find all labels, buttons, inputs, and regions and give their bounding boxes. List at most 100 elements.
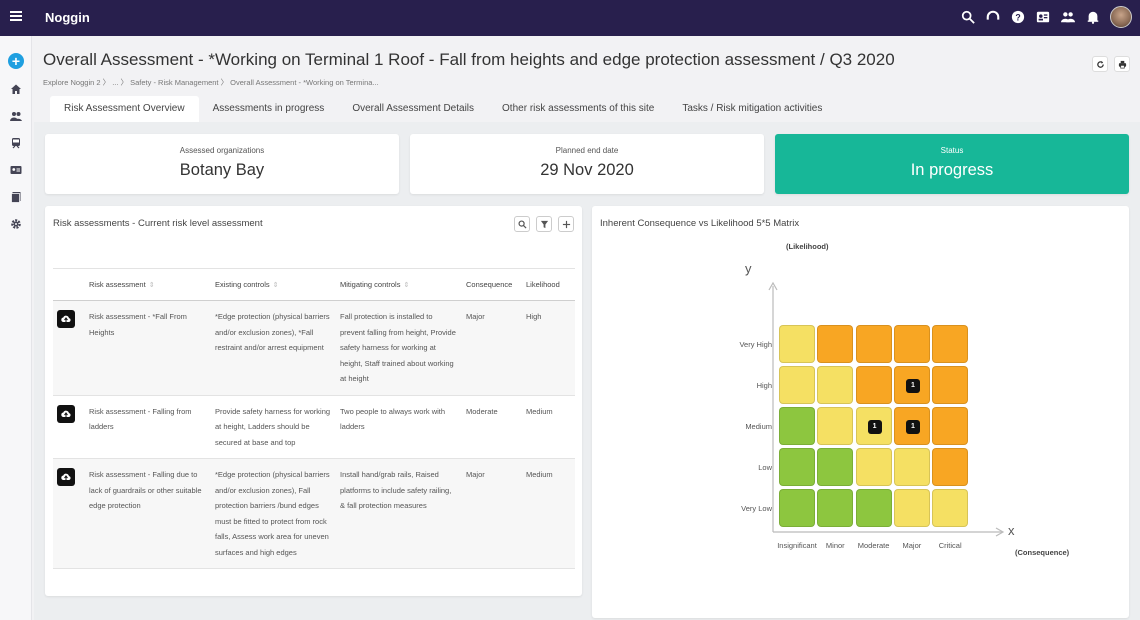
- table-row[interactable]: Risk assessment - Falling from ladders P…: [53, 395, 575, 459]
- matrix-cell[interactable]: [817, 366, 854, 404]
- tab-other-risk-assessments[interactable]: Other risk assessments of this site: [502, 103, 655, 114]
- matrix-cell[interactable]: [855, 489, 892, 527]
- risk-assessments-panel: Risk assessments - Current risk level as…: [45, 206, 582, 596]
- sort-icon[interactable]: ⇕: [403, 282, 410, 289]
- status-label: Status: [940, 146, 964, 155]
- headset-icon[interactable]: [985, 9, 1001, 25]
- organizations-value: Botany Bay: [179, 161, 265, 179]
- sort-icon[interactable]: ⇕: [148, 282, 155, 289]
- book-icon[interactable]: [9, 190, 23, 204]
- matrix-cell[interactable]: [817, 489, 854, 527]
- matrix-cell[interactable]: [817, 325, 854, 363]
- existing-controls-cell: *Edge protection (physical barriers and/…: [211, 300, 336, 396]
- column-label: Mitigating controls: [340, 280, 401, 289]
- consequence-cell: Moderate: [462, 395, 522, 459]
- risk-table-header: Risk assessment ⇕ Existing controls ⇕ Miti…: [53, 268, 575, 301]
- column-header-mitigating-controls[interactable]: Mitigating controls ⇕: [336, 268, 462, 301]
- matrix-cell[interactable]: [893, 448, 930, 486]
- left-rail: +: [0, 36, 32, 620]
- matrix-cell[interactable]: [855, 366, 892, 404]
- matrix-cell[interactable]: [893, 325, 930, 363]
- tab-bar: Risk Assessment Overview Assessments in …: [50, 96, 836, 122]
- svg-text:?: ?: [1015, 13, 1020, 23]
- matrix-cell[interactable]: [779, 366, 815, 404]
- app-brand[interactable]: Noggin: [45, 10, 90, 25]
- add-icon[interactable]: +: [8, 53, 24, 69]
- matrix-cell[interactable]: [932, 448, 969, 486]
- add-button[interactable]: [558, 216, 574, 232]
- search-icon: [517, 219, 527, 229]
- x-axis-name: (Consequence): [1015, 548, 1070, 557]
- matrix-cell[interactable]: 1: [893, 407, 930, 445]
- id-card-icon[interactable]: [1035, 9, 1051, 25]
- matrix-cell[interactable]: [779, 325, 815, 363]
- refresh-button[interactable]: [1092, 56, 1108, 72]
- risk-count-badge[interactable]: 1: [905, 420, 920, 434]
- row-icon-cell: [53, 395, 85, 459]
- consequence-label: Major: [902, 541, 922, 550]
- matrix-cell[interactable]: [855, 325, 892, 363]
- tab-overall-assessment-details[interactable]: Overall Assessment Details: [352, 103, 475, 114]
- breadcrumb[interactable]: Explore Noggin 2 〉 ... 〉 Safety - Risk M…: [43, 78, 379, 87]
- consequence-label: Minor: [825, 541, 845, 550]
- column-label: Risk assessment: [89, 280, 146, 289]
- sort-icon[interactable]: ⇕: [272, 282, 279, 289]
- existing-controls-cell: *Edge protection (physical barriers and/…: [211, 458, 336, 569]
- matrix-cell[interactable]: 1: [893, 366, 930, 404]
- matrix-cell[interactable]: [779, 407, 815, 445]
- id-card-icon[interactable]: [9, 163, 23, 177]
- column-header-likelihood[interactable]: Likelihood: [522, 268, 575, 301]
- table-row[interactable]: Risk assessment - Falling due to lack of…: [53, 458, 575, 569]
- bell-icon[interactable]: [1085, 9, 1101, 25]
- avatar[interactable]: [1110, 6, 1132, 28]
- train-icon[interactable]: [9, 136, 23, 150]
- mitigating-controls-cell: Fall protection is installed to prevent …: [336, 300, 462, 396]
- tab-risk-assessment-overview[interactable]: Risk Assessment Overview: [50, 96, 199, 122]
- filter-icon: [540, 220, 548, 228]
- matrix-cell[interactable]: [817, 448, 854, 486]
- cloud-upload-icon: [57, 404, 75, 423]
- matrix-cell[interactable]: [779, 489, 815, 527]
- search-icon[interactable]: [960, 9, 976, 25]
- table-row[interactable]: Risk assessment - *Fall From Heights *Ed…: [53, 300, 575, 396]
- column-header-existing-controls[interactable]: Existing controls ⇕: [211, 268, 336, 301]
- risk-count-badge[interactable]: 1: [867, 420, 882, 434]
- column-header-consequence[interactable]: Consequence: [462, 268, 522, 301]
- help-icon[interactable]: ?: [1010, 9, 1026, 25]
- risk-name-cell: Risk assessment - *Fall From Heights: [85, 300, 211, 396]
- people-icon[interactable]: [9, 109, 23, 123]
- likelihood-cell: Medium: [522, 458, 575, 569]
- existing-controls-cell: Provide safety harness for working at he…: [211, 395, 336, 459]
- matrix-cell[interactable]: [932, 366, 969, 404]
- people-icon[interactable]: [1060, 9, 1076, 25]
- risk-table: Risk assessment ⇕ Existing controls ⇕ Miti…: [53, 268, 575, 569]
- matrix-cell[interactable]: [855, 448, 892, 486]
- matrix-cell[interactable]: [932, 489, 969, 527]
- menu-icon[interactable]: [10, 11, 22, 21]
- filter-button[interactable]: [536, 216, 552, 232]
- matrix-cell[interactable]: [817, 407, 854, 445]
- risk-matrix-panel: Inherent Consequence vs Likelihood 5*5 M…: [592, 206, 1129, 618]
- risk-panel-title: Risk assessments - Current risk level as…: [53, 218, 263, 229]
- tab-tasks-risk-mitigation[interactable]: Tasks / Risk mitigation activities: [682, 103, 823, 114]
- column-header-risk-assessment[interactable]: Risk assessment ⇕: [85, 268, 211, 301]
- mitigating-controls-cell: Two people to always work with ladders: [336, 395, 462, 459]
- home-icon[interactable]: [9, 82, 23, 96]
- matrix-cell[interactable]: [779, 448, 815, 486]
- cloud-upload-icon: [57, 468, 75, 486]
- tab-assessments-in-progress[interactable]: Assessments in progress: [212, 103, 325, 114]
- print-button[interactable]: [1114, 56, 1130, 72]
- matrix-cell[interactable]: [893, 489, 930, 527]
- status-card: Status In progress: [775, 134, 1129, 194]
- print-icon: [1118, 60, 1126, 68]
- risk-count-badge[interactable]: 1: [905, 379, 920, 393]
- likelihood-label: Very Low: [741, 504, 772, 513]
- consequence-cell: Major: [462, 458, 522, 569]
- matrix-cell[interactable]: [932, 325, 969, 363]
- end-date-card: Planned end date 29 Nov 2020: [410, 134, 764, 194]
- gear-icon[interactable]: [9, 217, 23, 231]
- search-button[interactable]: [514, 216, 530, 232]
- row-icon-cell: [53, 458, 85, 569]
- matrix-cell[interactable]: [932, 407, 969, 445]
- matrix-cell[interactable]: 1: [855, 407, 892, 445]
